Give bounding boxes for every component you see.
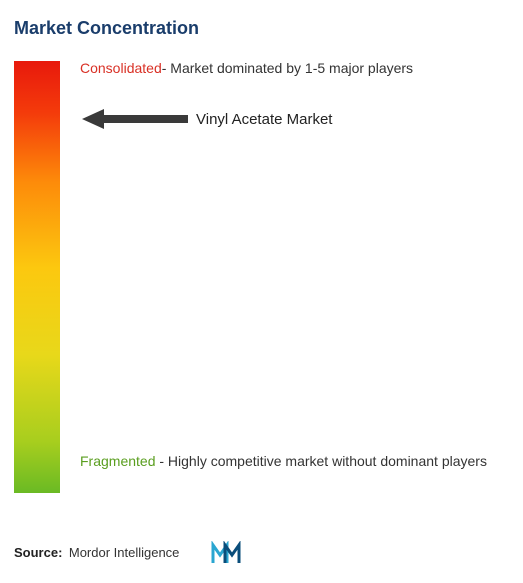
concentration-gradient-bar	[14, 61, 60, 493]
arrow-left-icon	[82, 107, 190, 131]
consolidated-label: Consolidated- Market dominated by 1-5 ma…	[80, 59, 413, 79]
footer: Source: Mordor Intelligence	[14, 541, 247, 565]
market-name-label: Vinyl Acetate Market	[196, 111, 332, 128]
fragmented-desc: - Highly competitive market without domi…	[155, 453, 486, 469]
market-pointer: Vinyl Acetate Market	[82, 107, 332, 131]
source-name: Mordor Intelligence	[69, 545, 180, 560]
consolidated-desc: - Market dominated by 1-5 major players	[162, 60, 413, 76]
mordor-logo-icon	[211, 541, 247, 565]
source-text: Source: Mordor Intelligence	[14, 544, 179, 562]
diagram-area: Consolidated- Market dominated by 1-5 ma…	[14, 61, 509, 493]
fragmented-label: Fragmented - Highly competitive market w…	[80, 449, 487, 474]
page-title: Market Concentration	[14, 18, 509, 39]
consolidated-keyword: Consolidated	[80, 60, 162, 76]
labels-area: Consolidated- Market dominated by 1-5 ma…	[80, 61, 509, 493]
fragmented-keyword: Fragmented	[80, 453, 155, 469]
source-label: Source:	[14, 545, 62, 560]
